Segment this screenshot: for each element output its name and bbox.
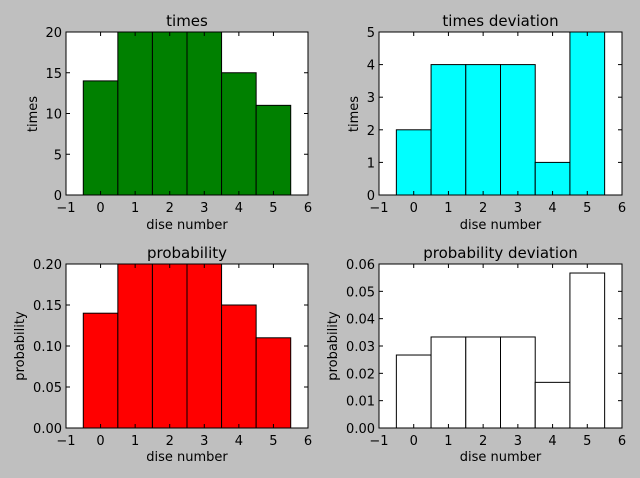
x-tick-label: 3 — [200, 201, 208, 216]
x-tick-label: 0 — [96, 201, 104, 216]
axes-frame — [378, 31, 623, 196]
y-tick-label: 0.20 — [33, 258, 62, 273]
bar-0 — [395, 129, 432, 196]
bar-2 — [151, 31, 188, 196]
x-tick-label: 2 — [479, 201, 487, 216]
y-tick-label: 0.15 — [33, 299, 62, 314]
bar-3 — [186, 263, 223, 429]
x-tick-label: 1 — [131, 434, 139, 449]
x-tick-label: −1 — [369, 434, 388, 449]
subplot-probability: probability dise number probability −1 0 1… — [13, 244, 312, 465]
bar-4 — [221, 304, 257, 429]
y-axis-label: times — [26, 96, 41, 132]
bar-1 — [430, 64, 467, 196]
x-tick-label: 5 — [269, 201, 277, 216]
bar-0 — [395, 354, 432, 429]
x-tick-label: 2 — [479, 434, 487, 449]
y-tick-label: 10 — [45, 108, 62, 123]
subplot-title: times deviation — [442, 12, 558, 30]
y-tick-label: 0.05 — [33, 381, 62, 396]
bar-3 — [500, 64, 536, 196]
y-tick-label: 0 — [367, 189, 375, 204]
y-tick-label: 0 — [54, 189, 62, 204]
y-tick-label: 20 — [45, 26, 62, 41]
x-axis-label: dise number — [460, 450, 542, 465]
y-tick-label: 4 — [367, 59, 375, 74]
subplot-title: probability — [147, 244, 227, 262]
y-tick-label: 0.10 — [33, 340, 62, 355]
bar-5 — [255, 337, 292, 429]
x-tick-label: −1 — [56, 434, 75, 449]
x-tick-label: 2 — [166, 201, 174, 216]
bar-3 — [500, 336, 536, 429]
x-tick-label: 2 — [166, 434, 174, 449]
bar-2 — [151, 263, 188, 429]
x-tick-label: 4 — [235, 201, 243, 216]
x-tick-label: 6 — [618, 201, 626, 216]
x-tick-label: 5 — [583, 434, 591, 449]
x-axis-label: dise number — [146, 450, 228, 465]
bar-0 — [82, 312, 119, 429]
subplot-times-deviation: times deviation dise number times −1 0 1 2 3… — [347, 12, 626, 233]
subplot-times: times dise number times −1 0 1 2 3 4 5 60510152… — [26, 12, 312, 233]
x-tick-label: 6 — [618, 434, 626, 449]
x-tick-label: 5 — [269, 434, 277, 449]
x-tick-label: 6 — [304, 201, 312, 216]
y-tick-label: 0.03 — [346, 340, 375, 355]
x-tick-label: −1 — [56, 201, 75, 216]
bar-5 — [255, 104, 292, 196]
x-tick-label: 3 — [200, 434, 208, 449]
x-tick-label: 0 — [96, 434, 104, 449]
bar-5 — [569, 31, 606, 196]
y-tick-label: 5 — [367, 26, 375, 41]
y-tick-label: 15 — [45, 67, 62, 82]
bar-1 — [430, 336, 467, 429]
y-tick-label: 2 — [367, 124, 375, 139]
bar-1 — [117, 31, 153, 196]
y-tick-label: 0.01 — [346, 395, 375, 410]
bar-1 — [117, 263, 153, 429]
x-tick-label: 1 — [444, 434, 452, 449]
bar-0 — [82, 80, 119, 196]
x-tick-label: 3 — [514, 201, 522, 216]
bar-2 — [465, 64, 501, 196]
x-tick-label: 3 — [514, 434, 522, 449]
bar-4 — [534, 381, 571, 429]
x-tick-label: 1 — [444, 201, 452, 216]
bar-5 — [569, 272, 606, 429]
x-tick-label: 0 — [410, 434, 418, 449]
y-tick-label: 0.00 — [346, 422, 375, 437]
y-tick-label: 0.02 — [346, 367, 375, 382]
y-tick-label: 3 — [367, 91, 375, 106]
y-tick-label: 0.05 — [346, 285, 375, 300]
y-tick-label: 5 — [54, 148, 62, 163]
x-tick-label: 4 — [548, 434, 556, 449]
subplot-title: probability deviation — [423, 244, 578, 262]
x-tick-label: 6 — [304, 434, 312, 449]
y-axis-label: probability — [326, 311, 341, 381]
x-tick-label: 1 — [131, 201, 139, 216]
bar-3 — [186, 31, 223, 196]
bar-4 — [221, 72, 257, 196]
x-tick-label: −1 — [369, 201, 388, 216]
x-tick-label: 5 — [583, 201, 591, 216]
x-tick-label: 4 — [548, 201, 556, 216]
bar-4 — [534, 161, 571, 196]
y-axis-label: probability — [13, 311, 28, 381]
y-tick-label: 0.04 — [346, 313, 375, 328]
x-tick-label: 4 — [235, 434, 243, 449]
x-tick-label: 0 — [410, 201, 418, 216]
y-tick-label: 0.06 — [346, 258, 375, 273]
subplot-probability-deviation: probability deviation dise number probab… — [326, 244, 626, 465]
y-tick-label: 0.00 — [33, 422, 62, 437]
subplot-title: times — [166, 12, 208, 30]
y-tick-label: 1 — [367, 156, 375, 171]
bar-2 — [465, 336, 501, 429]
y-axis-label: times — [347, 96, 362, 132]
x-axis-label: dise number — [146, 218, 228, 233]
x-axis-label: dise number — [460, 218, 542, 233]
